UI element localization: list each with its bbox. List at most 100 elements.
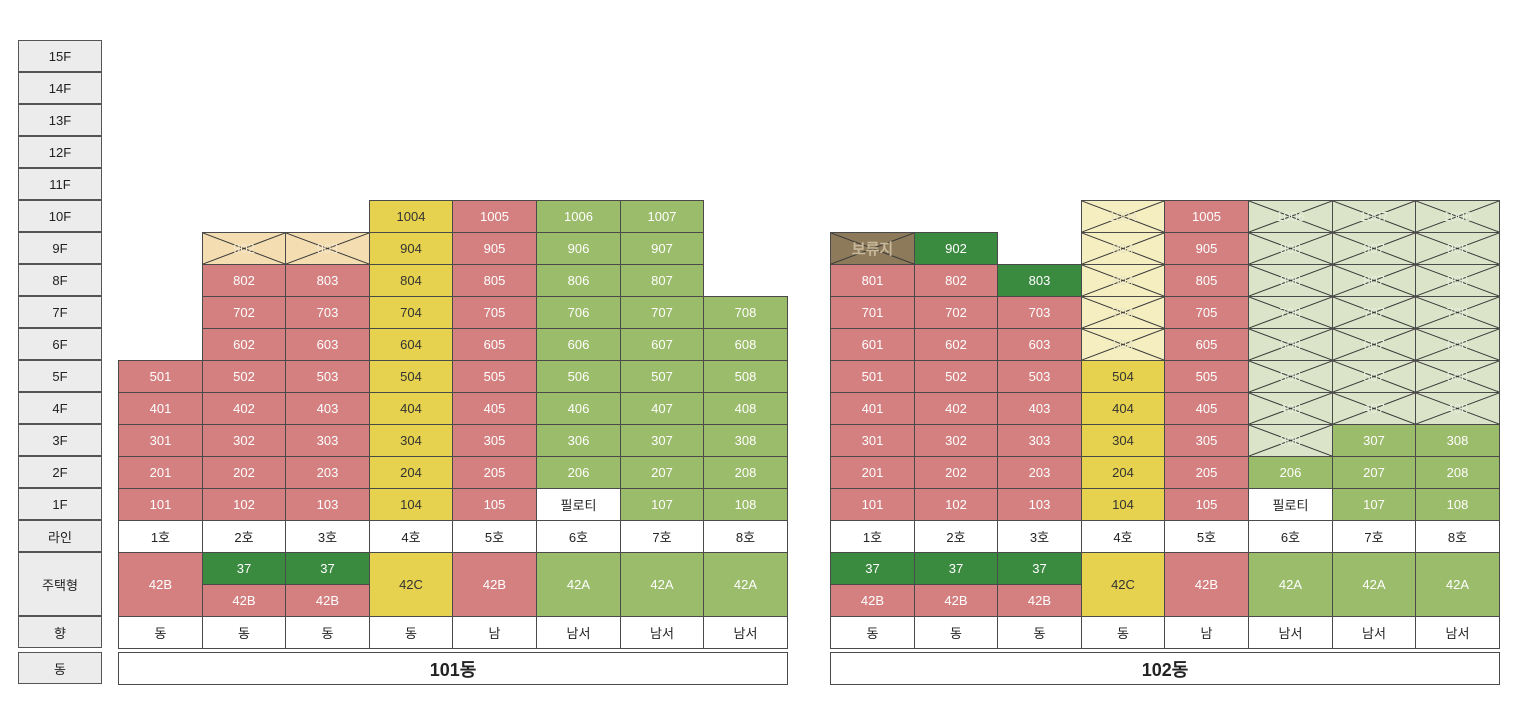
unit-cell: 307 — [1332, 424, 1416, 457]
cell-text: 807 — [1363, 273, 1385, 288]
direction-cell: 동 — [118, 616, 203, 649]
cell-text: 801 — [861, 273, 884, 288]
unit-cell: 305 — [1164, 424, 1249, 457]
cell-text: 1호 — [862, 530, 883, 545]
house-type-cell: 42A — [1248, 552, 1333, 617]
unit-cell: 108 — [1415, 488, 1500, 521]
unit-cell: 804 — [1081, 264, 1165, 297]
unit-cell: 906 — [536, 232, 621, 265]
unit-cell: 703 — [285, 296, 370, 329]
direction-cell: 동 — [997, 616, 1082, 649]
cell-text: 302 — [945, 433, 967, 448]
cell-text: 42B — [482, 577, 507, 592]
cell-text: 37 — [1032, 561, 1047, 576]
unit-cell: 302 — [914, 424, 998, 457]
house-type-cell: 42A — [703, 552, 788, 617]
cell-text: 406 — [567, 401, 590, 416]
cell-text: 37 — [948, 561, 964, 576]
cell-text: 303 — [316, 433, 339, 448]
house-type-cell: 42B — [118, 552, 203, 617]
cross-mark — [1333, 329, 1415, 360]
unit-cell: 501 — [118, 360, 203, 393]
cell-text: 42A — [733, 577, 758, 592]
cell-text: 304 — [1112, 433, 1134, 448]
unit-cell: 207 — [1332, 456, 1416, 489]
unit-cell: 203 — [285, 456, 370, 489]
cell-text: 5호 — [1196, 530, 1217, 545]
cell-text: 605 — [1195, 337, 1218, 352]
cross-mark — [1333, 297, 1415, 328]
cross-mark — [1416, 201, 1499, 232]
unit-cell: 504 — [369, 360, 453, 393]
unit-cell: 505 — [1164, 360, 1249, 393]
unit-cell: 205 — [1164, 456, 1249, 489]
cell-text: 802 — [233, 273, 255, 288]
cell-text: 305 — [1195, 433, 1218, 448]
unit-cell: 402 — [914, 392, 998, 425]
cross-mark — [1333, 233, 1415, 264]
cell-text: 804 — [1112, 273, 1134, 288]
cell-text: 8호 — [735, 530, 756, 545]
cell-text: 3호 — [317, 530, 338, 545]
cross-mark — [1416, 297, 1499, 328]
cell-text: 6호 — [568, 530, 589, 545]
unit-cell: 203 — [997, 456, 1082, 489]
unit-cell: 506 — [1248, 360, 1333, 393]
cell-text: 42B — [232, 593, 256, 608]
unit-cell: 603 — [997, 328, 1082, 361]
unit-cell: 506 — [536, 360, 621, 393]
unit-cell: 808 — [1415, 264, 1500, 297]
unit-cell: 507 — [1332, 360, 1416, 393]
cell-text: 908 — [1446, 241, 1469, 256]
cell-text: 208 — [734, 465, 757, 480]
floor-label: 4F — [18, 392, 102, 424]
cell-text: 남 — [488, 626, 501, 641]
cross-mark — [1082, 201, 1164, 232]
cell-text: 1007 — [647, 209, 677, 224]
line-cell: 6호 — [536, 520, 621, 553]
unit-cell: 402 — [202, 392, 286, 425]
unit-cell: 703 — [997, 296, 1082, 329]
unit-cell: 102 — [914, 488, 998, 521]
unit-cell: 707 — [620, 296, 704, 329]
cell-text: 607 — [651, 337, 673, 352]
unit-cell: 107 — [1332, 488, 1416, 521]
unit-cell: 1004 — [1081, 200, 1165, 233]
cell-text: 105 — [1195, 497, 1218, 512]
cell-text: 102 — [945, 497, 967, 512]
unit-cell: 208 — [703, 456, 788, 489]
cell-text: 906 — [567, 241, 590, 256]
cell-text: 103 — [316, 497, 339, 512]
unit-cell: 205 — [452, 456, 537, 489]
unit-cell: 602 — [202, 328, 286, 361]
cross-mark — [1249, 361, 1332, 392]
cell-text: 1007 — [1359, 209, 1389, 224]
cell-text: 남서 — [1445, 626, 1470, 641]
house-type-bottom-cell: 42B — [202, 584, 286, 617]
cell-text: 동 — [1033, 626, 1046, 641]
cell-text: 108 — [734, 497, 757, 512]
direction-cell: 동 — [1081, 616, 1165, 649]
unit-cell: 보류지 — [830, 232, 915, 265]
cell-text: 남서 — [650, 626, 674, 641]
cell-text: 남서 — [1278, 626, 1303, 641]
unit-cell: 101 — [118, 488, 203, 521]
cell-text: 907 — [651, 241, 673, 256]
cell-text: 902 — [945, 241, 967, 256]
cell-text: 606 — [1279, 337, 1302, 352]
cell-text: 807 — [651, 273, 673, 288]
cell-text: 42A — [566, 577, 591, 592]
floor-label: 3F — [18, 424, 102, 456]
cell-text: 407 — [651, 401, 673, 416]
unit-cell: 907 — [620, 232, 704, 265]
cell-text: 806 — [567, 273, 590, 288]
cell-text: 201 — [861, 465, 884, 480]
unit-cell: 905 — [452, 232, 537, 265]
line-cell: 7호 — [620, 520, 704, 553]
unit-cell: 807 — [1332, 264, 1416, 297]
unit-cell: 404 — [1081, 392, 1165, 425]
unit-cell: 405 — [452, 392, 537, 425]
cell-text: 405 — [1195, 401, 1218, 416]
cell-text: 701 — [861, 305, 884, 320]
unit-cell: 405 — [1164, 392, 1249, 425]
